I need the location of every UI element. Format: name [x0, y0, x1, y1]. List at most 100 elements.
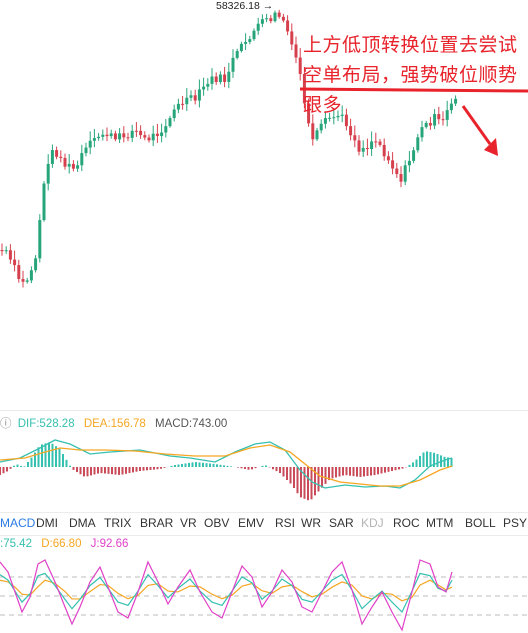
- candle-body: [433, 114, 437, 126]
- tab-boll[interactable]: BOLL: [465, 516, 496, 530]
- tab-macd[interactable]: MACD: [0, 516, 36, 530]
- candle-body: [265, 18, 269, 20]
- candle-body: [248, 39, 252, 42]
- j-line: [0, 559, 453, 632]
- divider: [0, 512, 528, 513]
- macd-chart: [0, 439, 453, 501]
- candle-body: [63, 157, 67, 167]
- candle-body: [181, 103, 185, 105]
- candle-body: [378, 141, 382, 145]
- candle-body: [277, 12, 281, 17]
- candle-body: [122, 133, 126, 138]
- candle-body: [315, 130, 319, 140]
- candle-body: [437, 114, 441, 120]
- candle-body: [88, 140, 92, 148]
- macd-info-icon: ⓘ: [0, 418, 12, 430]
- candle-body: [281, 16, 285, 21]
- dif-line: [0, 439, 453, 489]
- candle-body: [113, 133, 117, 140]
- tab-dma[interactable]: DMA: [69, 516, 96, 530]
- candle-body: [403, 165, 407, 182]
- candle-body: [428, 123, 432, 126]
- tab-trix[interactable]: TRIX: [104, 516, 132, 530]
- candle-body: [386, 156, 390, 161]
- candle-body: [395, 168, 399, 175]
- candle-body: [151, 133, 155, 141]
- candle-body: [399, 174, 403, 182]
- tab-emv[interactable]: EMV: [238, 516, 265, 530]
- candle-body: [101, 134, 105, 137]
- d-value: D:66.80: [41, 538, 82, 550]
- candle-body: [454, 98, 458, 104]
- candle-body: [227, 71, 231, 82]
- candle-body: [328, 117, 332, 119]
- candle-body: [340, 114, 344, 116]
- chart-annotation-text: 上方低顶转换位置去尝试空单布局，强势破位顺势跟多: [303, 34, 518, 116]
- candle-body: [189, 95, 193, 98]
- candle-body: [155, 133, 159, 137]
- candlestick-chart[interactable]: [0, 0, 528, 405]
- candle-body: [407, 160, 411, 166]
- candle-body: [168, 118, 172, 127]
- candle-body: [353, 135, 357, 141]
- tab-wr[interactable]: WR: [301, 516, 321, 530]
- candle-body: [349, 126, 353, 136]
- candle-body: [231, 57, 235, 72]
- tab-brar[interactable]: BRAR: [140, 516, 174, 530]
- divider: [0, 410, 528, 411]
- tab-dmi[interactable]: DMI: [36, 516, 58, 530]
- candle-body: [449, 103, 453, 111]
- dea-value: DEA:156.78: [83, 418, 146, 430]
- candle-body: [416, 137, 420, 151]
- dif-value: DIF:528.28: [17, 418, 75, 430]
- candle-body: [256, 23, 260, 31]
- candle-body: [382, 144, 386, 157]
- candle-body: [202, 86, 206, 90]
- candle-body: [76, 165, 80, 169]
- candle-body: [134, 130, 138, 132]
- candle-body: [67, 163, 71, 167]
- candle-body: [29, 270, 33, 281]
- candle-body: [105, 134, 109, 137]
- tab-rsi[interactable]: RSI: [275, 516, 296, 530]
- tab-kdj[interactable]: KDJ: [361, 516, 384, 530]
- tab-sar[interactable]: SAR: [329, 516, 354, 530]
- tab-obv[interactable]: OBV: [204, 516, 230, 530]
- candle-body: [332, 117, 336, 119]
- candle-body: [361, 147, 365, 152]
- indicator-tabs: MACD DMI DMA TRIX BRAR VR OBV EMV RSI WR SAR KDJ ROC…: [0, 516, 528, 534]
- candle-body: [311, 123, 315, 140]
- tab-roc[interactable]: ROC: [393, 516, 420, 530]
- candle-body: [80, 153, 84, 166]
- candle-body: [319, 123, 323, 131]
- candle-body: [214, 76, 218, 83]
- candle-body: [239, 43, 243, 52]
- tab-mtm[interactable]: MTM: [426, 516, 454, 530]
- candle-body: [374, 141, 378, 143]
- max-price-label: 58326.18 →: [216, 0, 274, 12]
- candle-body: [42, 183, 46, 221]
- candle-body: [260, 19, 264, 24]
- dea-line: [0, 444, 453, 487]
- candle-body: [185, 97, 189, 105]
- candle-body: [21, 279, 25, 282]
- kdj-header: :75.42 D:66.80 J:92.66: [0, 538, 128, 550]
- candle-body: [244, 41, 248, 44]
- kdj-chart: [0, 559, 528, 632]
- candle-body: [336, 115, 340, 118]
- candle-body: [17, 265, 21, 280]
- candle-body: [143, 135, 147, 138]
- tab-psy[interactable]: PSY: [503, 516, 528, 530]
- candle-body: [160, 132, 164, 137]
- candle-body: [34, 258, 38, 271]
- candle-body: [0, 250, 4, 252]
- candle-body: [269, 18, 273, 22]
- candle-body: [445, 110, 449, 120]
- tab-vr[interactable]: VR: [180, 516, 197, 530]
- candle-body: [252, 30, 256, 40]
- candle-body: [97, 136, 101, 139]
- candle-body: [59, 156, 63, 158]
- candle-body: [147, 137, 151, 141]
- j-value: J:92.66: [90, 538, 129, 550]
- macd-header: ⓘ DIF:528.28 DEA:156.78 MACD:743.00: [0, 415, 227, 431]
